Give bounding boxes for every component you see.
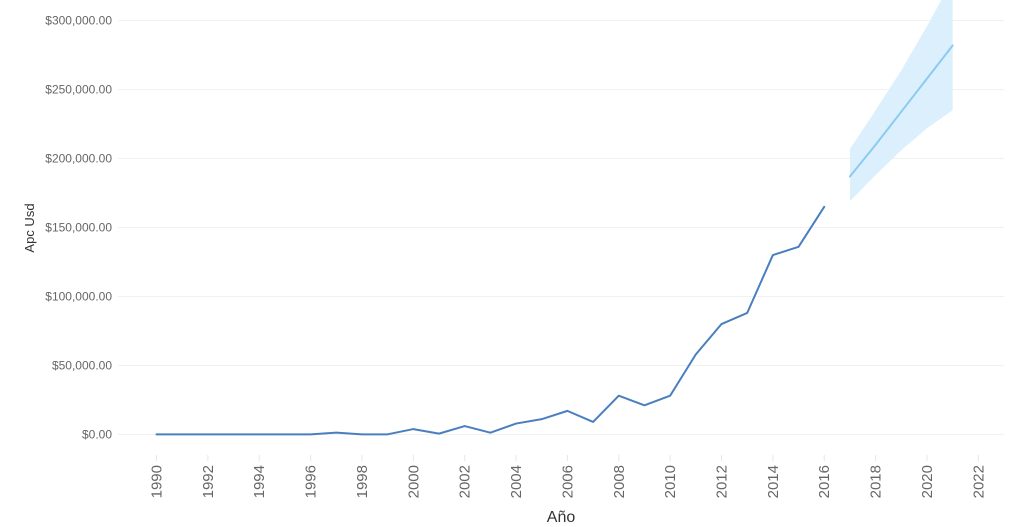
forecast-series-line [848,44,954,178]
x-tick-label: 2008 [611,465,628,498]
y-tick-label: $200,000.00 [45,152,112,166]
forecast-confidence-band [849,0,953,202]
y-tick-label: $100,000.00 [45,289,112,303]
x-tick-label: 2020 [919,465,936,498]
x-tick-label: 1994 [251,465,268,498]
y-axis-ticks: $0.00 $50,000.00 $100,000.00 $150,000.00 $20… [45,14,112,442]
x-axis-title: Año [547,509,576,526]
x-tick-label: 2010 [662,465,679,498]
x-tick-label: 1996 [303,465,320,498]
x-tick-label: 2012 [714,465,731,498]
y-tick-label: $250,000.00 [45,83,112,97]
forecast-band-layer [849,0,953,202]
x-tick-label: 1992 [200,465,217,498]
x-axis-ticks: 1990 1992 1994 1996 1998 2000 2002 2004 2006 2008… [149,455,987,498]
gridlines [118,20,1004,435]
x-tick-label: 2014 [765,465,782,498]
y-tick-label: $300,000.00 [45,14,112,28]
y-tick-label: $0.00 [82,427,112,441]
actual-series-line [155,205,826,436]
x-tick-label: 2002 [457,465,474,498]
y-tick-label: $50,000.00 [52,358,112,372]
x-tick-label: 2022 [970,465,987,498]
x-tick-label: 2004 [508,465,525,498]
x-tick-label: 2000 [405,465,422,498]
y-axis-title: Apc Usd [22,203,37,252]
x-tick-label: 1990 [149,465,166,498]
x-tick-label: 2016 [816,465,833,498]
series-layer [155,44,954,436]
x-tick-label: 2006 [559,465,576,498]
x-tick-label: 2018 [868,465,885,498]
x-tick-label: 1998 [354,465,371,498]
y-tick-label: $150,000.00 [45,221,112,235]
